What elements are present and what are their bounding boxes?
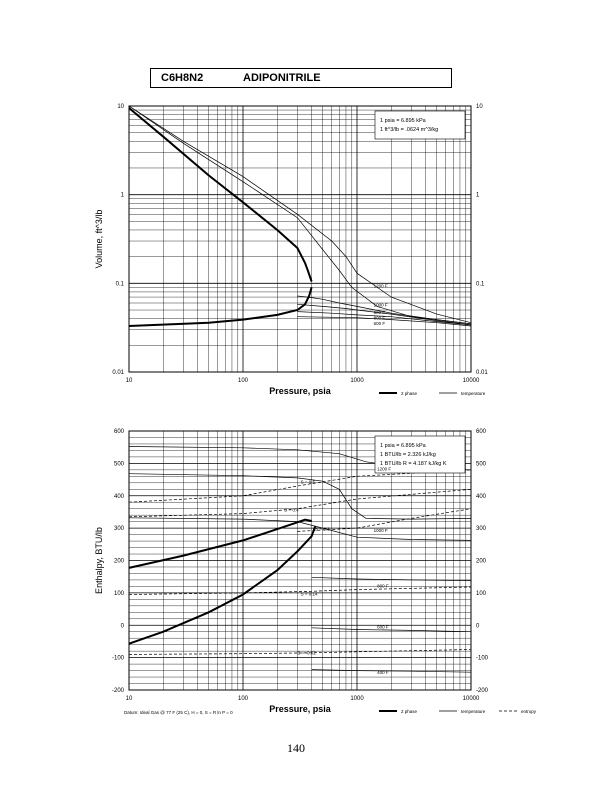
chart1-units-note: 1 ft^3/lb = .0624 m^3/kg xyxy=(380,127,438,133)
chart-header-box: C6H8N2 ADIPONITRILE xyxy=(150,68,452,88)
chart2-legend-label-temperature: temperature xyxy=(461,709,486,714)
chart1-y-tick-label-left: 1 xyxy=(121,193,125,199)
chart2-x-tick-label: 100 xyxy=(238,696,249,702)
chart2-y-tick-label-right: -100 xyxy=(476,656,489,662)
chart1-series-isotherm xyxy=(297,295,472,325)
chart2-y-tick-label-right: 100 xyxy=(476,591,487,597)
chart2-y-tick-label-left: 200 xyxy=(114,559,125,565)
chart1-isotherm-label: 600 F xyxy=(374,321,386,326)
chart2-series-2phase-vapor xyxy=(128,518,312,569)
chart2-units-note: 1 psia = 6.895 kPa xyxy=(380,443,427,449)
chart1-plot-frame xyxy=(128,105,472,373)
chart2-y-tick-label-right: 400 xyxy=(476,494,487,500)
chart2-series-2phase-liquid xyxy=(128,526,317,645)
chart1-x-tick-label: 100 xyxy=(238,378,249,384)
chart2-y-tick-label-right: -200 xyxy=(476,688,489,694)
chart1-x-tick-label: 1000 xyxy=(350,378,364,384)
chart1-y-tick-label-right: 0.1 xyxy=(476,281,485,287)
chart2-y-tick-label-right: 200 xyxy=(476,559,487,565)
chart2-x-tick-label: 1000 xyxy=(350,696,364,702)
chart1-series-isotherm xyxy=(297,316,472,327)
chart2-x-tick-label: 10000 xyxy=(463,696,480,702)
chart2-entropy-label: S = 0.4 xyxy=(284,507,299,512)
chart1-y-tick-label-right: 0.01 xyxy=(476,370,488,376)
chart1-x-axis-title: Pressure, psia xyxy=(269,386,332,396)
chart1-isotherm-label: 1000 F xyxy=(374,302,388,307)
chart1-y-axis-title: Volume, ft^3/lb xyxy=(94,210,104,269)
chart2-isotherm-label: 800 F xyxy=(377,584,389,589)
chart2-series-entropy xyxy=(128,649,472,655)
chart1-series-isotherm xyxy=(128,105,472,325)
chart2-y-tick-label-right: 500 xyxy=(476,461,487,467)
chart2-series-isotherm xyxy=(311,627,472,633)
chart2-entropy-label: S = 0.3 xyxy=(315,527,330,532)
chart1-isotherm-label: 1200 F xyxy=(374,283,388,288)
chart1-legend-label-temperature: temperature xyxy=(461,391,486,396)
chart2-series-entropy xyxy=(128,469,472,503)
chart1-legend-label-two_phase: 2 phase xyxy=(401,391,418,396)
chart2-y-tick-label-left: -100 xyxy=(112,656,125,662)
chart2-series-isotherm xyxy=(311,669,472,673)
chart2-y-tick-label-left: 100 xyxy=(114,591,125,597)
page-number: 140 xyxy=(287,741,305,755)
chart2-y-tick-label-left: 300 xyxy=(114,526,125,532)
chart2-isotherm-label: 1000 F xyxy=(374,528,388,533)
chart2-y-tick-label-left: 500 xyxy=(114,461,125,467)
chart2-y-axis-title: Enthalpy, BTU/lb xyxy=(94,527,104,594)
chart2-isotherm-label: 1200 F xyxy=(377,466,391,471)
chart1-x-tick-label: 10000 xyxy=(463,378,480,384)
chemical-formula: C6H8N2 xyxy=(161,72,204,84)
chart2-series-isotherm xyxy=(128,517,472,541)
chart2-y-tick-label-left: 400 xyxy=(114,494,125,500)
chart2-series-entropy xyxy=(128,488,472,518)
chart1-x-tick-label: 10 xyxy=(126,378,133,384)
chart2-y-tick-label-right: 300 xyxy=(476,526,487,532)
chart1-series-isotherm xyxy=(128,105,472,324)
chart1-series-2phase-vapor xyxy=(128,107,313,282)
chart2-isotherm-label: 600 F xyxy=(377,624,389,629)
chart2-isotherm-label: 400 F xyxy=(377,670,389,675)
chart2-entropy-label: S = -0.02 xyxy=(297,650,316,655)
chart2-units-box xyxy=(374,435,466,474)
chart1-series-isotherm xyxy=(297,311,472,326)
chart1-units-note: 1 psia = 6.895 kPa xyxy=(380,118,427,124)
chart2-y-tick-label-left: 600 xyxy=(114,429,125,435)
chart2-series-entropy xyxy=(297,508,472,532)
chart1-y-tick-label-right: 1 xyxy=(476,193,480,199)
chart1-isotherm-label: 900 F xyxy=(374,310,386,315)
chart2-series-isotherm xyxy=(128,473,472,520)
chart1-units-box xyxy=(374,110,466,140)
chart1-y-tick-label-left: 10 xyxy=(117,104,124,110)
chart2-x-axis-title: Pressure, psia xyxy=(269,704,332,714)
chart2-entropy-label: S = 0.5 xyxy=(301,479,316,484)
chart2-series-isotherm xyxy=(311,576,472,581)
chart2-x-tick-label: 10 xyxy=(126,696,133,702)
chart2-datum-note: Datum: Ideal Gas @ 77 F (25 C), H = 0, S… xyxy=(124,710,233,715)
chart2-legend-label-entropy: entropy xyxy=(521,709,537,714)
chart2-units-note: 1 BTU/lb = 2.326 kJ/kg xyxy=(380,452,436,458)
chart2-entropy-label: S = 0.14 xyxy=(301,591,318,596)
chart1-series-isotherm xyxy=(297,303,472,326)
chart1-isotherm-label: 800 F xyxy=(374,316,386,321)
chart1-y-tick-label-left: 0.01 xyxy=(112,370,124,376)
chart1-y-tick-label-right: 10 xyxy=(476,104,483,110)
chart2-y-tick-label-left: -200 xyxy=(112,688,125,694)
chart1-series-2phase-liquid xyxy=(128,287,313,327)
chart2-y-tick-label-right: 600 xyxy=(476,429,487,435)
chart2-y-tick-label-right: 0 xyxy=(476,623,480,629)
chart2-units-note: 1 BTU/lb R = 4.187 kJ/kg K xyxy=(380,461,447,467)
chemical-name: ADIPONITRILE xyxy=(243,72,321,84)
chart1-y-tick-label-left: 0.1 xyxy=(116,281,125,287)
chart2-series-entropy xyxy=(128,586,472,595)
chart2-legend-label-two_phase: 2 phase xyxy=(401,709,418,714)
chart2-y-tick-label-left: 0 xyxy=(121,623,125,629)
